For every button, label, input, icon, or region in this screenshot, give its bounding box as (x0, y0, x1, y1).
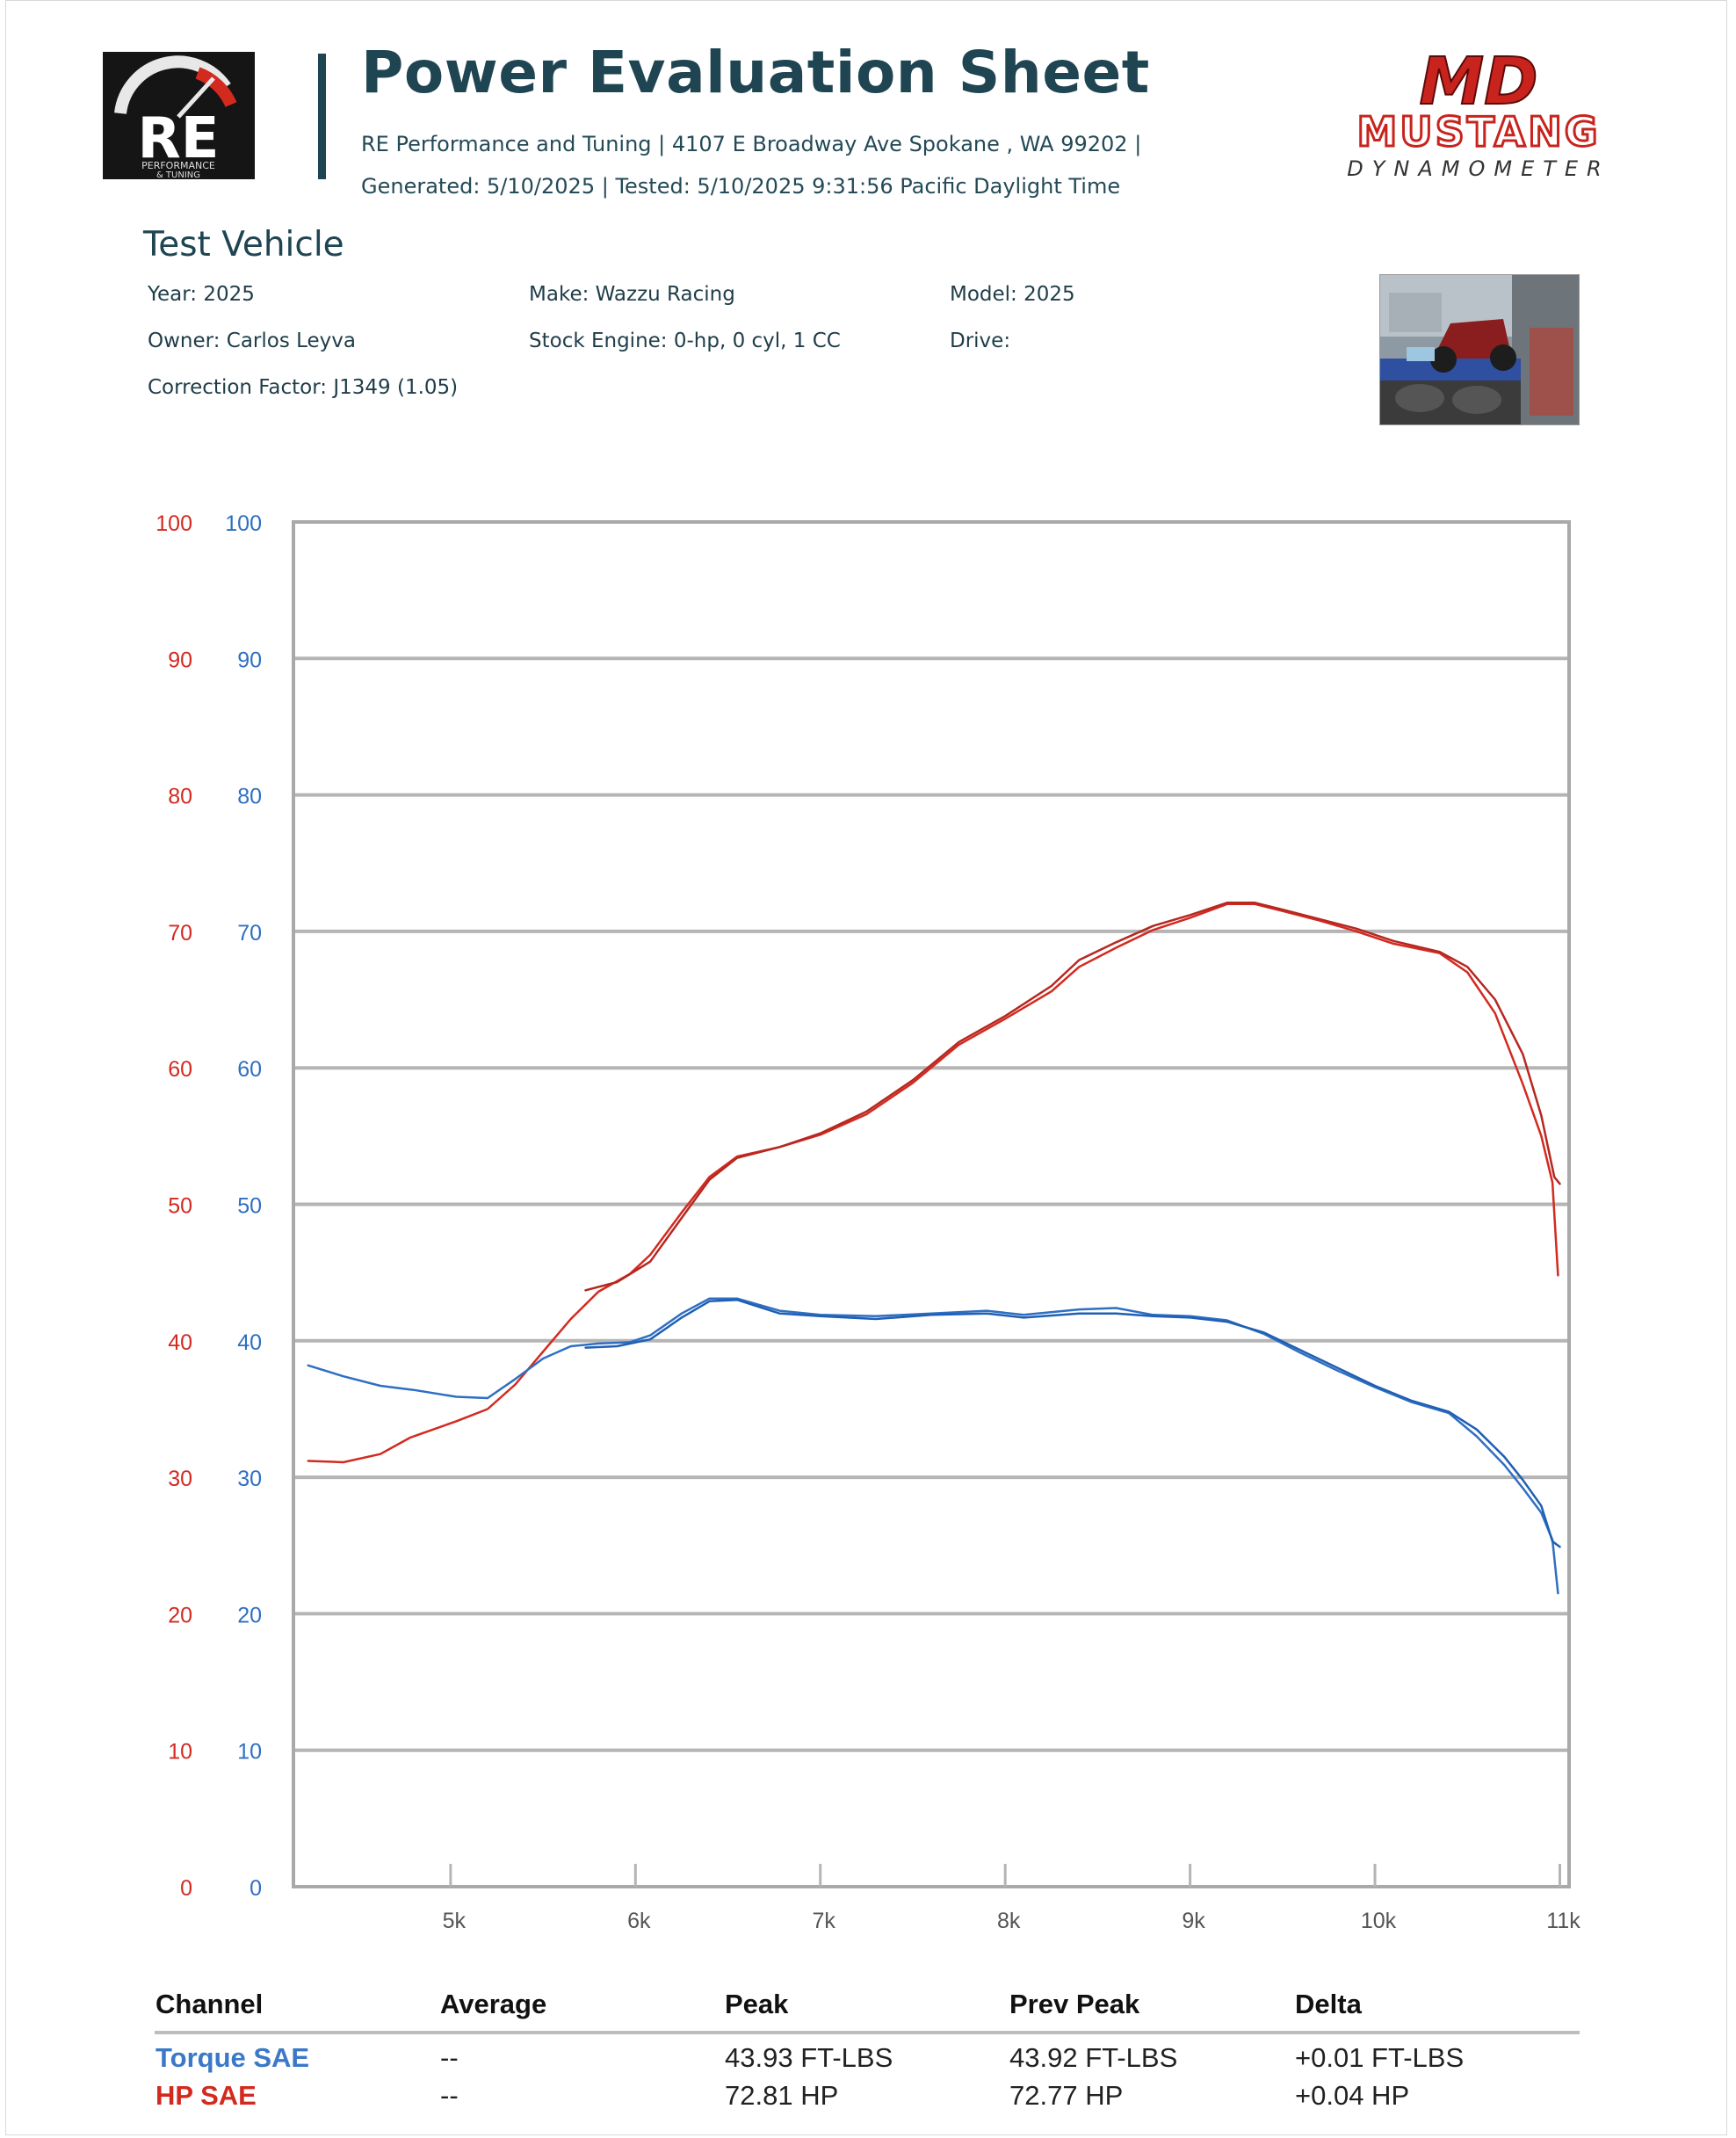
y-tick-label-hp: 60 (168, 1057, 192, 1082)
x-tick-label: 11k (1546, 1909, 1580, 1933)
table-header-channel: Channel (156, 1989, 264, 2019)
table-row-torque-peak: 43.93 FT-LBS (725, 2042, 893, 2073)
y-tick-label-hp: 80 (168, 785, 192, 809)
table-header-delta: Delta (1295, 1989, 1362, 2019)
race-car-on-dyno-photo (1379, 274, 1580, 425)
y-tick-label-hp: 40 (168, 1330, 192, 1355)
table-header-rule (155, 2031, 1580, 2034)
y-tick-label-hp: 30 (168, 1467, 192, 1491)
y-tick-label-torque: 80 (237, 785, 262, 809)
re-logo-tagline-2: & TUNING (156, 170, 200, 179)
y-tick-label-torque: 10 (237, 1740, 262, 1765)
re-logo-text: RE (138, 106, 220, 171)
table-row-torque-channel: Torque SAE (156, 2042, 310, 2073)
y-tick-label-hp: 90 (168, 648, 192, 672)
vehicle-engine: Stock Engine: 0-hp, 0 cyl, 1 CC (529, 330, 841, 352)
y-tick-label-torque: 0 (250, 1876, 262, 1901)
y-tick-label-hp: 0 (180, 1876, 192, 1901)
mustang-dynamometer-logo: MD MUSTANG DYNAMOMETER (1327, 43, 1631, 181)
re-logo-tagline-1: PERFORMANCE (141, 160, 215, 171)
y-tick-label-torque: 50 (237, 1194, 262, 1219)
y-tick-label-torque: 20 (237, 1603, 262, 1627)
y-tick-label-torque: 30 (237, 1467, 262, 1491)
table-row-hp-channel: HP SAE (156, 2080, 257, 2111)
page-subtitle: RE Performance and Tuning | 4107 E Broad… (361, 132, 1142, 199)
table-header-prev-peak: Prev Peak (1009, 1989, 1140, 2019)
vehicle-model: Model: 2025 (950, 283, 1075, 306)
x-tick-label: 10k (1361, 1909, 1397, 1933)
table-row-torque-delta: +0.01 FT-LBS (1295, 2042, 1465, 2073)
y-tick-label-torque: 90 (237, 648, 262, 672)
y-tick-label-torque: 60 (237, 1057, 262, 1082)
plot-area-frame (292, 520, 1571, 1888)
page-border (5, 0, 1727, 2135)
y-tick-label-hp: 20 (168, 1603, 192, 1627)
dyno-chart: 0 0 10 10 20 20 30 30 40 40 50 50 60 60 70 70 80 80 90 90 10… (156, 511, 1580, 1933)
re-performance-logo: RE PERFORMANCE & TUNING (103, 52, 255, 179)
y-tick-label-torque: 100 (225, 511, 262, 536)
md-logo-sub: DYNAMOMETER (1347, 156, 1609, 181)
y-tick-label-hp: 100 (156, 511, 192, 536)
series-line-hp-sae (307, 902, 1559, 1464)
table-row-hp-peak: 72.81 HP (725, 2080, 839, 2111)
table-header-peak: Peak (725, 1989, 789, 2019)
y-tick-label-torque: 70 (237, 921, 262, 946)
chart-axes: 0 0 10 10 20 20 30 30 40 40 50 50 60 60 70 70 80 80 90 90 10… (156, 511, 1580, 1933)
series-line-hp-sae-prev (584, 902, 1561, 1292)
vehicle-make: Make: Wazzu Racing (529, 283, 735, 306)
table-row-hp-prev-peak: 72.77 HP (1009, 2080, 1124, 2111)
vehicle-drive: Drive: (950, 330, 1011, 352)
md-logo-mark: MD (1419, 49, 1537, 120)
table-row-torque-average: -- (440, 2042, 459, 2073)
table-row-hp-delta: +0.04 HP (1295, 2080, 1410, 2111)
x-tick-label: 6k (627, 1909, 651, 1933)
table-header-average: Average (440, 1989, 547, 2019)
page-title: Power Evaluation Sheet (361, 39, 1150, 106)
y-tick-label-hp: 70 (168, 921, 192, 946)
chart-series (307, 902, 1561, 1595)
x-tick-label: 8k (997, 1909, 1021, 1933)
table-row-torque-prev-peak: 43.92 FT-LBS (1009, 2042, 1178, 2073)
x-tick-label: 7k (813, 1909, 836, 1933)
y-tick-label-torque: 40 (237, 1330, 262, 1355)
test-vehicle-heading: Test Vehicle (143, 225, 344, 265)
table-row-hp-average: -- (440, 2080, 459, 2111)
vehicle-correction-factor: Correction Factor: J1349 (1.05) (148, 376, 459, 399)
x-tick-label: 5k (443, 1909, 467, 1933)
y-tick-label-hp: 10 (168, 1740, 192, 1765)
series-line-torque-sae-prev (584, 1298, 1561, 1548)
vehicle-year: Year: 2025 (148, 283, 255, 306)
x-tick-label: 9k (1182, 1909, 1205, 1933)
md-logo-name: MUSTANG (1357, 108, 1601, 156)
y-tick-label-hp: 50 (168, 1194, 192, 1219)
vehicle-owner: Owner: Carlos Leyva (148, 330, 356, 352)
series-line-torque-sae (307, 1297, 1559, 1595)
title-divider (318, 54, 326, 179)
chart-gridlines (293, 656, 1569, 1752)
